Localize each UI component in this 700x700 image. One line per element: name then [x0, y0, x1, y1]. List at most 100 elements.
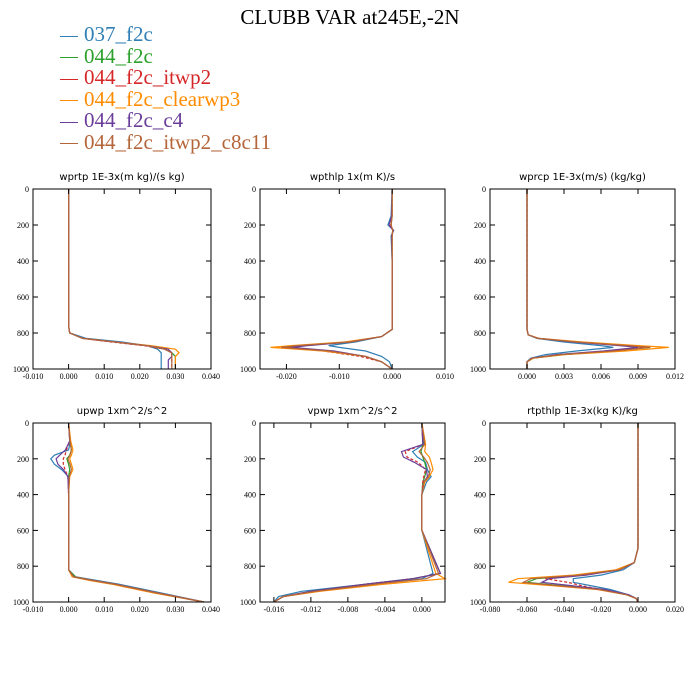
y-tick-label: 400 [474, 491, 486, 500]
chart-panel: upwp 1xm^2/s^2 -0.010 0.000 0.010 0.020 0.030… [13, 406, 220, 614]
legend-line-swatch [60, 78, 78, 80]
y-tick-label: 1000 [470, 365, 486, 374]
legend-entry: 044_f2c_clearwp3 [60, 86, 271, 111]
x-tick-label: 0.000 [518, 372, 536, 381]
y-tick-label: 600 [17, 293, 29, 302]
legend-entry: 044_f2c_c4 [60, 109, 271, 132]
x-tick-label: 0.030 [166, 605, 184, 614]
series-line [526, 189, 651, 369]
legend-entry: 044_f2c_itwp2_c8c11 [60, 129, 272, 154]
chart-title: wpthlp 1x(m K)/s [310, 172, 395, 183]
y-tick-label: 400 [17, 257, 29, 266]
x-tick-label: -0.010 [329, 372, 350, 381]
chart-panel: rtpthlp 1E-3x(kg K)/kg -0.080 -0.060 -0.040… [470, 406, 684, 614]
chart-title: wprtp 1E-3x(m kg)/(s kg) [59, 172, 184, 183]
legend-line-swatch [60, 143, 78, 145]
x-tick-label: -0.060 [517, 605, 538, 614]
chart-panel: wpthlp 1x(m K)/s -0.020 -0.010 0.000 0.010 0 2… [240, 172, 454, 381]
x-tick-label: 0.012 [666, 372, 684, 381]
y-tick-label: 0 [252, 185, 256, 194]
y-tick-label: 200 [474, 221, 486, 230]
series-line [62, 422, 205, 603]
y-tick-label: 1000 [470, 598, 486, 607]
x-tick-label: 0.020 [131, 372, 149, 381]
y-tick-label: 600 [17, 526, 29, 535]
legend-label: 044_f2c [84, 43, 153, 68]
y-tick-label: 0 [252, 419, 256, 428]
x-tick-label: -0.004 [375, 605, 396, 614]
legend-line-swatch [60, 57, 78, 59]
x-tick-label: 0.010 [436, 372, 454, 381]
series-line [273, 422, 440, 603]
x-tick-label: 0.000 [629, 605, 647, 614]
y-tick-label: 200 [17, 455, 29, 464]
y-tick-label: 1000 [13, 365, 29, 374]
legend-entry: 037_f2c [60, 22, 271, 46]
series-line [545, 423, 639, 603]
y-tick-label: 800 [17, 562, 29, 571]
legend-line-swatch [60, 100, 78, 102]
plot-frame [32, 422, 212, 603]
series-line [68, 422, 205, 603]
y-tick-label: 0 [25, 185, 29, 194]
legend: 037_f2c 044_f2c 044_f2c_itwp2 044_f2c_clear… [60, 22, 272, 154]
x-tick-label: -0.040 [554, 605, 575, 614]
y-tick-label: 800 [17, 329, 29, 338]
y-tick-label: 800 [244, 329, 256, 338]
x-tick-label: -0.020 [276, 372, 297, 381]
series-line [273, 422, 447, 603]
series-line [66, 422, 205, 603]
series-line [270, 189, 394, 370]
legend-label: 044_f2c_itwp2_c8c11 [84, 129, 272, 154]
x-tick-label: 0.000 [60, 605, 78, 614]
legend-line-swatch [60, 121, 78, 123]
x-tick-label: 0.009 [629, 372, 647, 381]
series-line [68, 189, 173, 369]
legend-entry: 044_f2c [60, 43, 271, 68]
plot-frame [489, 188, 676, 370]
y-tick-label: 400 [474, 257, 486, 266]
plot-frame [489, 422, 676, 603]
y-tick-label: 1000 [13, 598, 29, 607]
x-tick-label: -0.080 [480, 605, 501, 614]
x-tick-label: 0.020 [666, 605, 684, 614]
chart-title: vpwp 1xm^2/s^2 [307, 406, 397, 417]
chart-title: wprcp 1E-3x(m/s) (kg/kg) [519, 172, 646, 183]
y-tick-label: 600 [474, 293, 486, 302]
legend-entry: 044_f2c_itwp2 [60, 66, 271, 89]
x-tick-label: 0.030 [166, 372, 184, 381]
y-tick-label: 200 [17, 221, 29, 230]
chart-panel: wprtp 1E-3x(m kg)/(s kg) -0.010 0.000 0.010… [13, 172, 220, 381]
x-tick-label: -0.008 [338, 605, 359, 614]
y-tick-label: 400 [244, 491, 256, 500]
series-line [67, 422, 205, 603]
x-tick-label: 0.010 [95, 605, 113, 614]
plot-frame [259, 422, 446, 603]
legend-line-swatch [60, 35, 78, 37]
y-tick-label: 600 [244, 293, 256, 302]
y-tick-label: 800 [474, 562, 486, 571]
series-line [281, 189, 394, 370]
x-tick-label: 0.000 [383, 372, 401, 381]
series-line [526, 189, 669, 369]
plot-frame [259, 188, 446, 370]
y-tick-label: 600 [474, 526, 486, 535]
y-tick-label: 600 [244, 526, 256, 535]
chart-panel: vpwp 1xm^2/s^2 -0.016 -0.012 -0.008 -0.004 0.… [240, 406, 447, 614]
chart-panel: wprcp 1E-3x(m/s) (kg/kg) 0.000 0.003 0.006 0… [470, 172, 684, 381]
series-line [55, 422, 205, 603]
legend-label: 044_f2c_clearwp3 [84, 86, 241, 111]
x-tick-label: -0.016 [264, 605, 285, 614]
plot-frame [32, 188, 212, 370]
series-line [521, 423, 639, 603]
x-tick-label: 0.000 [60, 372, 78, 381]
y-tick-label: 1000 [240, 365, 256, 374]
legend-label: 037_f2c [84, 22, 153, 46]
x-tick-label: 0.003 [555, 372, 573, 381]
y-tick-label: 400 [17, 491, 29, 500]
y-tick-label: 400 [244, 257, 256, 266]
chart-title: rtpthlp 1E-3x(kg K)/kg [527, 406, 638, 417]
x-tick-label: -0.020 [591, 605, 612, 614]
y-tick-label: 800 [244, 562, 256, 571]
